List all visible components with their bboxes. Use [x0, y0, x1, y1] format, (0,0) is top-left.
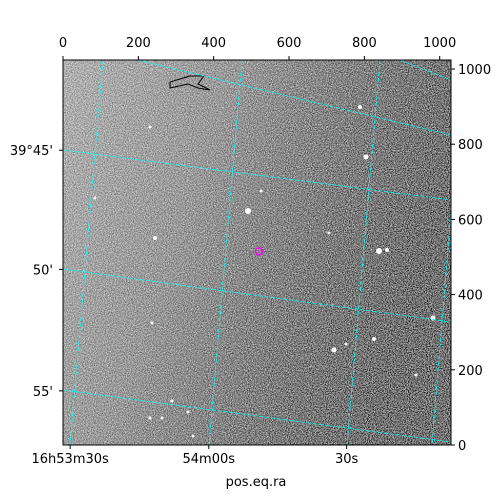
top-tick-label: 0 — [59, 36, 67, 51]
top-tick-label: 400 — [201, 36, 226, 51]
right-tick-label: 200 — [458, 364, 483, 379]
dec-tick-label: 50' — [33, 263, 53, 278]
plot-frame — [62, 59, 452, 446]
right-tick-label: 600 — [458, 213, 483, 228]
top-tick-label: 200 — [126, 36, 151, 51]
sky-image — [63, 60, 451, 445]
ra-tick-label: 30s — [335, 452, 359, 467]
marker — [254, 247, 264, 256]
top-tick-label: 600 — [277, 36, 302, 51]
coordinate-grid — [63, 60, 451, 445]
top-tick-label: 800 — [352, 36, 377, 51]
dec-tick-label: 55' — [33, 385, 53, 400]
top-tick-label: 1000 — [423, 36, 456, 51]
right-tick-label: 0 — [458, 439, 466, 454]
ra-tick-label: 16h53m30s — [32, 452, 110, 467]
right-tick-label: 800 — [458, 138, 483, 153]
x-axis-label: pos.eq.ra — [226, 475, 287, 490]
right-tick-label: 400 — [458, 289, 483, 304]
dec-tick-label: 39°45' — [10, 144, 53, 159]
right-tick-label: 1000 — [458, 63, 491, 78]
ra-tick-label: 54m00s — [183, 452, 236, 467]
